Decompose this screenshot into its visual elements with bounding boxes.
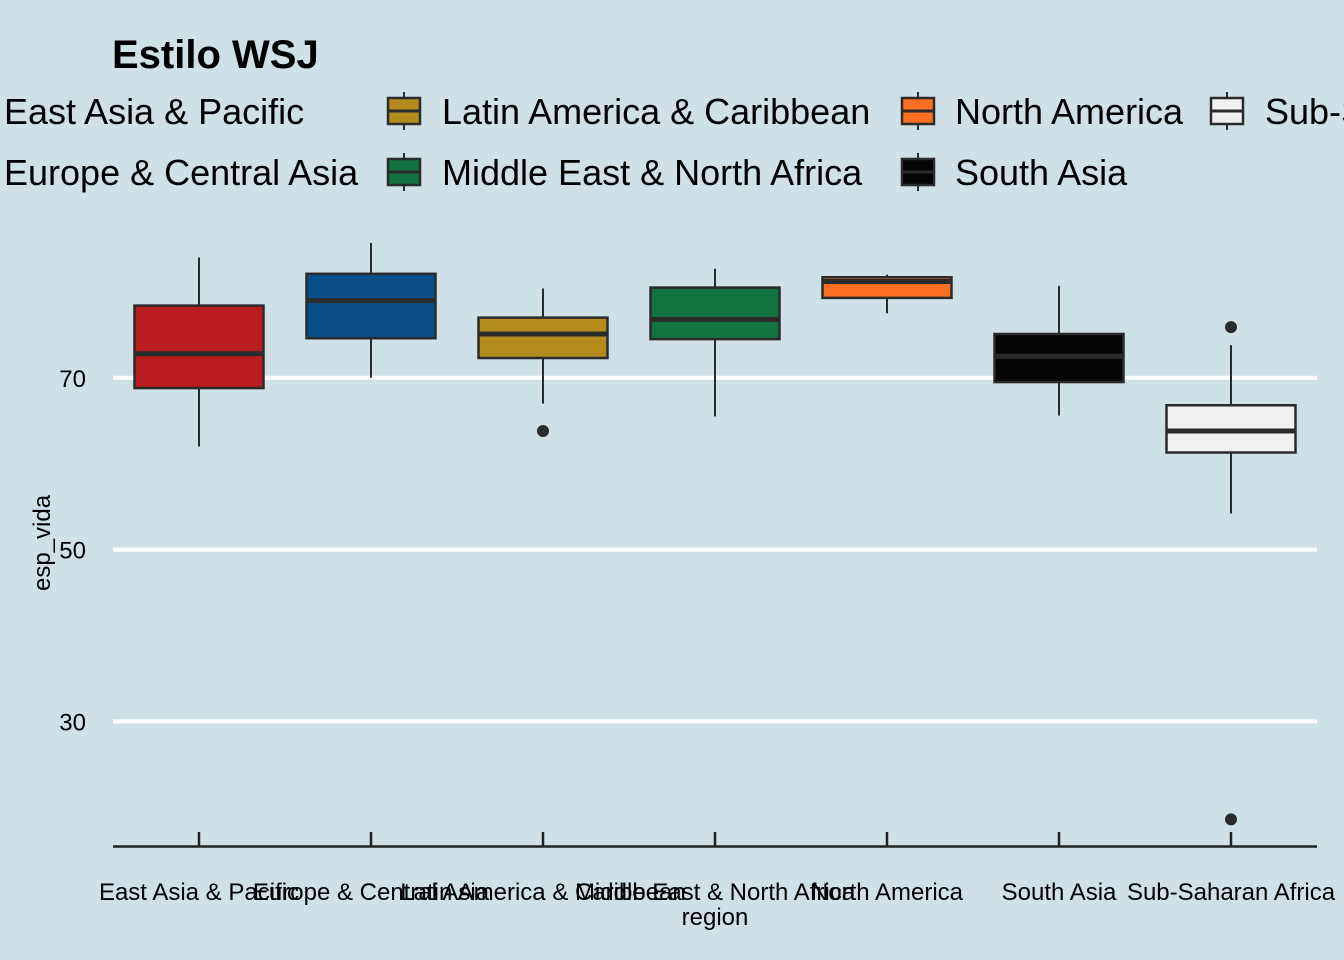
x-tick-label-middle-east-and-north-africa: Middle East & North Africa <box>575 879 856 906</box>
outlier-latin-america-and-caribbean-1 <box>537 425 549 438</box>
box-latin-america-and-caribbean <box>477 288 609 438</box>
legend-item-middle-east-and-north-africa: Middle East & North Africa <box>386 152 863 193</box>
y-tick-label-70: 70 <box>59 366 86 393</box>
legend-item-north-america: North America <box>900 91 1184 132</box>
x-tick-label-east-asia-and-pacific: East Asia & Pacific <box>99 879 299 906</box>
legend-label-east-asia-and-pacific: East Asia & Pacific <box>4 91 304 132</box>
box-middle-east-and-north-africa <box>649 268 781 417</box>
x-tick-label-sub-saharan-africa: Sub-Saharan Africa <box>1127 879 1336 906</box>
box-europe-and-central-asia <box>305 242 437 378</box>
box-body-east-asia-and-pacific <box>133 304 265 390</box>
legend-label-sub-saharan-africa: Sub-Saharan Africa <box>1265 91 1344 132</box>
legend-item-south-asia: South Asia <box>900 152 1128 193</box>
box-body-europe-and-central-asia <box>305 272 437 340</box>
legend-label-south-asia: South Asia <box>955 152 1128 193</box>
y-axis: 30 50 70 <box>59 366 86 737</box>
legend-item-latin-america-and-caribbean: Latin America & Caribbean <box>386 91 870 132</box>
box-body-latin-america-and-caribbean <box>477 316 609 360</box>
x-tick-label-south-asia: South Asia <box>1002 879 1117 906</box>
legend-label-middle-east-and-north-africa: Middle East & North Africa <box>442 152 863 193</box>
box-north-america <box>821 274 953 314</box>
box-sub-saharan-africa <box>1165 321 1297 826</box>
legend: East Asia & Pacific Europe & Central Asia… <box>4 91 1344 193</box>
chart-title: Estilo WSJ <box>112 33 319 77</box>
y-tick-label-30: 30 <box>59 709 86 736</box>
legend-item-east-asia-and-pacific: East Asia & Pacific <box>4 91 304 132</box>
x-tick-label-latin-america-and-caribbean: Latin America & Caribbean <box>400 879 686 906</box>
x-tick-label-north-america: North America <box>811 879 964 906</box>
y-axis-title: esp_vida <box>29 494 56 591</box>
boxes <box>133 242 1297 826</box>
x-tick-label-europe-and-central-asia: Europe & Central Asia <box>253 879 490 906</box>
box-south-asia <box>993 285 1125 416</box>
legend-item-europe-and-central-asia: Europe & Central Asia <box>4 152 359 193</box>
outlier-sub-saharan-africa-2 <box>1225 813 1237 826</box>
legend-label-latin-america-and-caribbean: Latin America & Caribbean <box>442 91 870 132</box>
box-body-middle-east-and-north-africa <box>649 286 781 341</box>
y-tick-label-50: 50 <box>59 538 86 565</box>
box-east-asia-and-pacific <box>133 257 265 447</box>
x-axis-title: region <box>682 904 749 931</box>
outlier-sub-saharan-africa-1 <box>1225 321 1237 334</box>
legend-label-north-america: North America <box>955 91 1184 132</box>
legend-item-sub-saharan-africa: Sub-Saharan Africa <box>1209 91 1344 132</box>
legend-label-europe-and-central-asia: Europe & Central Asia <box>4 152 359 193</box>
